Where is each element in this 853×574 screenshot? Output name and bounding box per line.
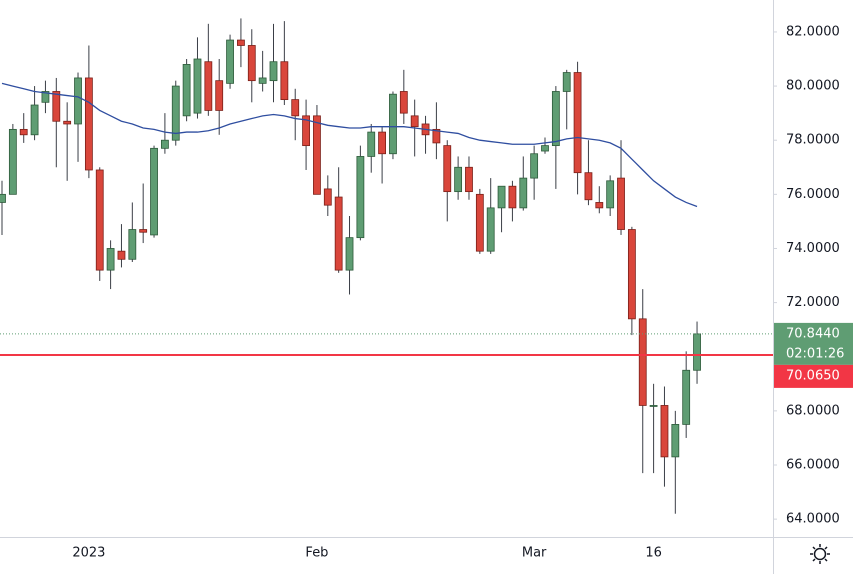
candle-body bbox=[562, 72, 571, 92]
candle-body bbox=[638, 318, 647, 406]
candle-body bbox=[150, 147, 158, 236]
alert-price-label: 70.0650 bbox=[786, 368, 840, 383]
candle-body bbox=[627, 229, 636, 320]
candle-body bbox=[0, 193, 6, 203]
candle-body bbox=[117, 250, 126, 260]
candle-body bbox=[204, 61, 213, 111]
candle-body bbox=[237, 39, 245, 46]
y-tick-label: 78.0000 bbox=[786, 133, 840, 148]
candle-body bbox=[486, 207, 495, 252]
candle-body bbox=[454, 166, 463, 193]
x-tick-label: 16 bbox=[645, 546, 662, 561]
y-tick-label: 66.0000 bbox=[786, 458, 840, 473]
candle-body bbox=[247, 45, 256, 82]
y-tick-label: 74.0000 bbox=[786, 241, 840, 256]
candle-body bbox=[497, 185, 506, 209]
candle-body bbox=[193, 58, 202, 114]
candle-body bbox=[30, 104, 39, 136]
candle-body bbox=[302, 115, 310, 147]
y-tick-label: 72.0000 bbox=[786, 295, 840, 310]
candle-body bbox=[606, 180, 615, 209]
candle-body bbox=[313, 115, 321, 195]
candle-body bbox=[475, 193, 484, 252]
candle-body bbox=[541, 145, 549, 152]
y-tick-label: 80.0000 bbox=[786, 79, 840, 94]
candle-body bbox=[530, 153, 539, 179]
candle-body bbox=[551, 91, 560, 147]
candle-body bbox=[682, 369, 691, 425]
candle-body bbox=[443, 145, 452, 193]
candle-body bbox=[182, 64, 191, 117]
candle-body bbox=[128, 229, 137, 260]
candle-body bbox=[399, 91, 408, 114]
alert-price-box bbox=[774, 364, 853, 388]
candle-body bbox=[63, 120, 72, 125]
moving-average bbox=[1, 82, 698, 208]
candle-body bbox=[280, 61, 289, 101]
countdown-label: 02:01:26 bbox=[786, 346, 844, 361]
candle-body bbox=[226, 39, 234, 84]
candle-body bbox=[258, 77, 267, 84]
candle-body bbox=[215, 80, 224, 111]
candle-body bbox=[649, 405, 658, 407]
y-tick-label: 76.0000 bbox=[786, 187, 840, 202]
candle-body bbox=[573, 72, 582, 174]
candle-body bbox=[595, 202, 604, 209]
candle-body bbox=[8, 128, 17, 195]
candle-body bbox=[323, 188, 332, 206]
x-tick-label: Feb bbox=[305, 546, 328, 561]
candle-body bbox=[52, 91, 61, 122]
candle-body bbox=[410, 115, 419, 128]
settings-icon[interactable] bbox=[810, 544, 830, 564]
candle-body bbox=[508, 185, 517, 209]
candle-body bbox=[19, 128, 28, 136]
x-tick-label: Mar bbox=[522, 546, 547, 561]
candle-body bbox=[432, 128, 441, 144]
candle-body bbox=[41, 91, 50, 103]
candle-body bbox=[291, 99, 300, 117]
candle-body bbox=[269, 61, 278, 82]
last-price-box bbox=[774, 322, 853, 365]
candle-body bbox=[106, 248, 115, 271]
candle-body bbox=[465, 166, 473, 193]
candle-body bbox=[345, 237, 354, 271]
candle-body bbox=[378, 131, 387, 155]
candle-body bbox=[74, 77, 82, 125]
candle-body bbox=[584, 172, 593, 201]
candle-body bbox=[617, 177, 625, 230]
candle-body bbox=[367, 131, 376, 157]
x-tick-label: 2023 bbox=[72, 546, 105, 561]
candle-body bbox=[356, 156, 365, 239]
candle-body bbox=[671, 424, 680, 458]
y-tick-label: 82.0000 bbox=[786, 24, 840, 39]
candle-body bbox=[660, 405, 669, 458]
candle-body bbox=[171, 85, 180, 141]
candle-body bbox=[84, 77, 93, 171]
last-price-label: 70.8440 bbox=[786, 326, 840, 341]
candle-body bbox=[693, 333, 701, 371]
candle-body bbox=[389, 93, 397, 155]
y-tick-label: 64.0000 bbox=[786, 512, 840, 527]
candle-body bbox=[160, 139, 169, 149]
y-tick-label: 68.0000 bbox=[786, 403, 840, 418]
candle-body bbox=[519, 177, 528, 209]
candle-body bbox=[95, 169, 104, 271]
candle-body bbox=[139, 229, 148, 233]
candle-body bbox=[334, 196, 343, 271]
